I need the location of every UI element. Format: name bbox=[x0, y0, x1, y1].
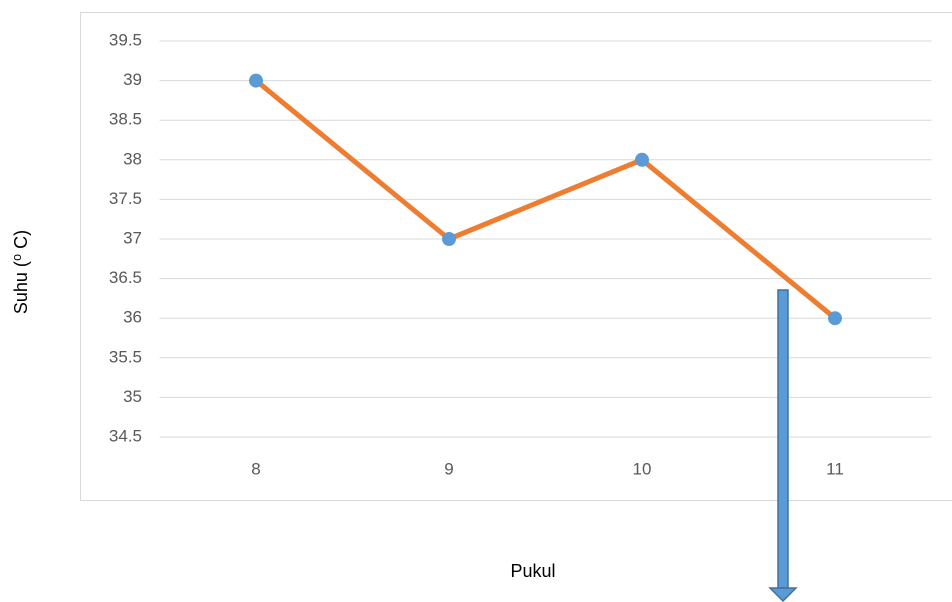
y-axis-label: Suhu (⁰ C) bbox=[11, 230, 31, 314]
y-tick-label: 38 bbox=[123, 149, 142, 168]
x-tick-label: 8 bbox=[251, 459, 260, 478]
chart-frame bbox=[80, 12, 952, 501]
y-tick-label: 39.5 bbox=[109, 30, 142, 49]
y-tick-label: 35.5 bbox=[109, 347, 142, 366]
x-tick-label: 10 bbox=[633, 459, 652, 478]
arrow bbox=[768, 289, 798, 602]
y-tick-label: 34.5 bbox=[109, 426, 142, 445]
y-tick-label: 35 bbox=[123, 387, 142, 406]
arrow-shaft bbox=[777, 289, 789, 589]
x-tick-label: 11 bbox=[826, 459, 844, 478]
point bbox=[635, 152, 649, 167]
x-tick-label: 9 bbox=[444, 459, 453, 478]
arrow-head bbox=[768, 587, 798, 602]
y-tick-label: 37 bbox=[123, 228, 142, 247]
y-tick-label: 36 bbox=[123, 308, 142, 327]
marks bbox=[249, 73, 842, 326]
line bbox=[253, 78, 838, 321]
grid: 34.5 35 35.5 36 36.5 37 37.5 38 38.5 39 39.5 8 9 10 11 bbox=[109, 30, 932, 478]
y-tick-label: 36.5 bbox=[109, 268, 142, 287]
point bbox=[249, 73, 263, 88]
y-tick-label: 39 bbox=[123, 70, 142, 89]
y-tick-label: 38.5 bbox=[109, 110, 142, 129]
point bbox=[442, 232, 456, 246]
x-axis-label: Pukul bbox=[510, 561, 555, 581]
point bbox=[828, 311, 842, 326]
y-tick-label: 37.5 bbox=[109, 189, 142, 208]
